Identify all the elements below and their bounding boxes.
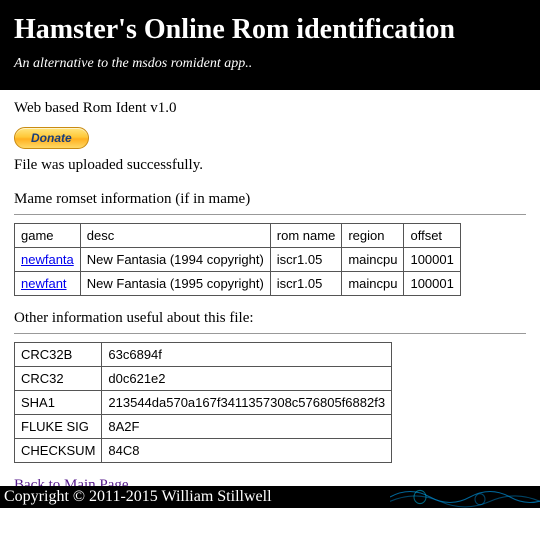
cell-offset: 100001: [404, 272, 460, 296]
col-region: region: [342, 224, 404, 248]
info-key: CHECKSUM: [15, 439, 102, 463]
cell-offset: 100001: [404, 248, 460, 272]
info-key: SHA1: [15, 391, 102, 415]
romset-heading: Mame romset information (if in mame): [14, 191, 526, 208]
cell-desc: New Fantasia (1994 copyright): [80, 248, 270, 272]
divider: [14, 214, 526, 215]
version-label: Web based Rom Ident v1.0: [14, 100, 526, 117]
table-header-row: game desc rom name region offset: [15, 224, 461, 248]
main-content: Web based Rom Ident v1.0 Donate File was…: [0, 90, 540, 494]
cell-region: maincpu: [342, 248, 404, 272]
info-value: 63c6894f: [102, 343, 392, 367]
table-row: CRC32B 63c6894f: [15, 343, 392, 367]
donate-button[interactable]: Donate: [14, 127, 89, 149]
info-value: 213544da570a167f3411357308c576805f6882f3: [102, 391, 392, 415]
col-desc: desc: [80, 224, 270, 248]
col-game: game: [15, 224, 81, 248]
table-row: newfanta New Fantasia (1994 copyright) i…: [15, 248, 461, 272]
cell-region: maincpu: [342, 272, 404, 296]
table-row: CRC32 d0c621e2: [15, 367, 392, 391]
col-romname: rom name: [270, 224, 342, 248]
footer-decoration: [390, 486, 540, 508]
game-link[interactable]: newfanta: [21, 252, 74, 267]
info-key: CRC32B: [15, 343, 102, 367]
table-row: SHA1 213544da570a167f3411357308c576805f6…: [15, 391, 392, 415]
page-footer: Copyright © 2011-2015 William Stillwell: [0, 486, 540, 508]
upload-status: File was uploaded successfully.: [14, 157, 526, 174]
info-key: FLUKE SIG: [15, 415, 102, 439]
info-value: 84C8: [102, 439, 392, 463]
game-link[interactable]: newfant: [21, 276, 67, 291]
other-info-heading: Other information useful about this file…: [14, 310, 526, 327]
copyright-text: Copyright © 2011-2015 William Stillwell: [4, 488, 272, 505]
file-info-table: CRC32B 63c6894f CRC32 d0c621e2 SHA1 2135…: [14, 342, 392, 463]
info-key: CRC32: [15, 367, 102, 391]
info-value: d0c621e2: [102, 367, 392, 391]
col-offset: offset: [404, 224, 460, 248]
table-row: newfant New Fantasia (1995 copyright) is…: [15, 272, 461, 296]
table-row: CHECKSUM 84C8: [15, 439, 392, 463]
divider: [14, 333, 526, 334]
page-subtitle: An alternative to the msdos romident app…: [14, 56, 526, 72]
romset-table: game desc rom name region offset newfant…: [14, 223, 461, 296]
cell-romname: iscr1.05: [270, 248, 342, 272]
page-header: Hamster's Online Rom identification An a…: [0, 0, 540, 90]
cell-desc: New Fantasia (1995 copyright): [80, 272, 270, 296]
page-title: Hamster's Online Rom identification: [14, 14, 526, 46]
cell-romname: iscr1.05: [270, 272, 342, 296]
info-value: 8A2F: [102, 415, 392, 439]
table-row: FLUKE SIG 8A2F: [15, 415, 392, 439]
